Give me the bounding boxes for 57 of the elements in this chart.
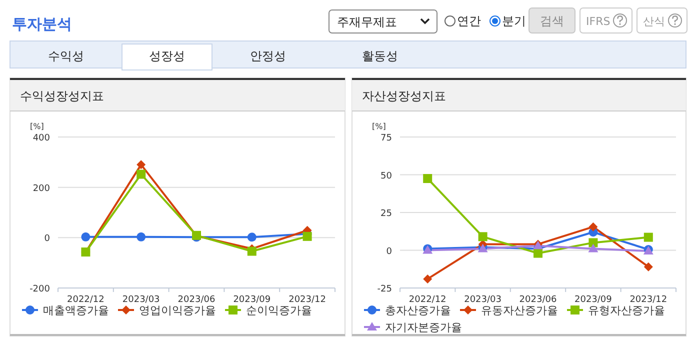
point	[136, 160, 146, 170]
text: 안정성	[250, 49, 286, 63]
text: 연간	[457, 14, 481, 28]
legend-label: 매출액증가율	[43, 304, 109, 317]
y-tick-label: -200	[30, 284, 50, 294]
point	[588, 244, 598, 252]
y-tick-label: 50	[380, 171, 392, 182]
point	[588, 222, 598, 232]
point	[136, 170, 146, 179]
x-tick-label: 2023/09	[233, 295, 271, 305]
text: 활동성	[362, 49, 398, 63]
text: 산식	[643, 15, 665, 28]
text: 투자분석	[12, 15, 72, 33]
legend-label: 유형자산증가율	[588, 304, 665, 317]
y-tick-label: 400	[32, 134, 50, 144]
point	[478, 232, 488, 242]
point	[247, 246, 256, 256]
text: 분기	[502, 14, 526, 28]
x-tick-label: 2023/06	[178, 295, 216, 305]
x-tick-label: 2023/03	[464, 295, 502, 305]
x-tick-label: 2023/03	[122, 295, 160, 305]
y-tick-label: 0	[44, 234, 50, 244]
point	[302, 232, 312, 241]
y-tick-label: 0	[386, 246, 392, 257]
point	[534, 248, 542, 258]
x-tick-label: 2023/12	[288, 295, 326, 305]
y-axis-title: [%]	[30, 122, 44, 131]
point	[644, 232, 653, 242]
legend-label: 영업이익증가율	[139, 304, 216, 317]
y-tick-label: 200	[32, 184, 50, 194]
x-tick-label: 2023/09	[574, 295, 612, 305]
point	[136, 232, 146, 242]
point	[423, 174, 432, 184]
text: IFRS	[586, 15, 610, 28]
x-tick-label: 2022/12	[67, 295, 104, 305]
x-tick-label: 2023/12	[630, 295, 668, 305]
chart-title: 수익성장성지표	[20, 89, 104, 103]
text: 검색	[540, 14, 564, 28]
y-axis-title: [%]	[372, 122, 386, 131]
text: 주재무제표	[337, 15, 397, 29]
y-tick-label: -25	[377, 284, 392, 294]
y-tick-label: 25	[380, 209, 392, 219]
x-tick-label: 2023/06	[519, 295, 557, 305]
text: 성장성	[149, 49, 185, 63]
point	[81, 232, 90, 242]
text: 수익성	[48, 49, 84, 63]
legend-label: 유동자산증가율	[481, 304, 558, 317]
point	[588, 238, 598, 248]
legend-label: 총자산증가율	[385, 304, 451, 317]
legend-label: 순이익증가율	[246, 304, 312, 317]
point	[644, 262, 653, 272]
y-tick-label: 75	[380, 134, 392, 144]
point	[247, 232, 256, 242]
legend-label: 자기자본증가율	[385, 321, 462, 334]
x-tick-label: 2022/12	[408, 295, 446, 305]
point	[423, 274, 432, 284]
chart-title: 자산성장성지표	[362, 89, 446, 103]
